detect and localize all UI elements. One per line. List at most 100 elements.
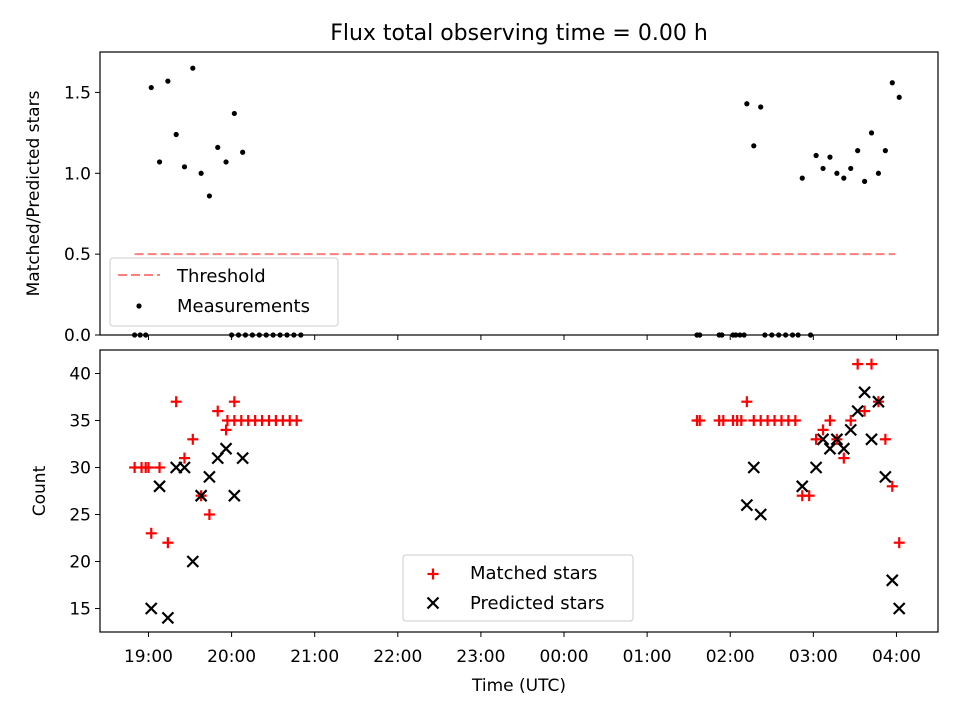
measurement-point [834,170,840,176]
y-tick-label: 1.5 [64,83,91,103]
cross-b [837,442,851,455]
measurement-point [741,332,747,338]
measurement-point [868,130,875,136]
axes-frame [99,51,939,336]
y-axis-label: Count [30,465,50,516]
measurement-point [733,332,739,338]
legend-measurement-swatch [136,303,142,309]
measurement-point [813,152,819,159]
measurement-point [228,332,235,338]
cross-b [426,596,440,610]
matched-star-point [893,537,905,549]
legend-predicted-swatch [426,596,440,610]
measurement-point [249,332,255,338]
predicted-star-point [837,442,851,455]
cross-b [194,489,208,502]
measurement-point [137,332,143,338]
cross-b [886,574,899,587]
measurement-point [148,84,154,91]
predicted-star-point [194,489,208,502]
matched-star-point [859,405,871,417]
matched-star-point [789,415,801,426]
legend-frame [402,554,634,622]
measurement-point [783,332,789,338]
matched-star-point [866,358,878,370]
predicted-star-point [144,602,158,615]
predicted-star-point [823,442,837,455]
matched-star-point [291,415,303,426]
predicted-star-point [892,602,906,615]
predicted-star-point [872,395,885,408]
predicted-star-point [830,433,844,446]
matched-star-point [741,396,753,408]
legend-matched-label: Matched stars [470,563,597,584]
matched-star-point [817,424,829,436]
measurement-point [291,332,297,338]
measurement-point [807,332,814,338]
cross-b [872,395,885,408]
measurement-point [776,332,782,338]
predicted-star-point [754,508,767,521]
cross-b [816,433,830,446]
cross-b [747,461,761,474]
cross-b [186,555,200,568]
x-tick-label: 01:00 [623,647,672,667]
measurement-point [896,94,902,100]
cross-b [858,386,871,399]
matched-star-point [140,462,152,473]
legend-matched-swatch [427,568,439,580]
matched-star-point [879,433,891,445]
cross-b [178,461,191,474]
cross-b [830,433,844,446]
predicted-star-point [795,480,809,493]
matched-star-point [838,452,850,464]
cross-b [740,498,754,512]
predicted-star-point [851,404,864,418]
matched-star-point [228,396,240,408]
y-axis-label: Matched/Predicted stars [24,90,44,296]
predicted-star-point [816,433,830,446]
x-tick-label: 22:00 [373,647,422,667]
measurement-point [190,65,196,71]
matched-star-point [212,405,224,417]
matched-star-point [145,527,157,539]
measurement-point [820,165,826,172]
cross-b [865,433,878,446]
matched-star-point [203,509,215,520]
measurement-point [875,170,882,176]
predicted-star-point [844,423,858,437]
legend: Matched stars Predicted stars [402,554,634,622]
predicted-star-point [178,461,191,474]
measurement-point [769,332,775,338]
measurement-point [256,332,262,338]
predicted-star-point [809,461,823,474]
measurement-point [181,164,188,170]
predicted-star-point [858,386,871,399]
matched-star-point [852,358,864,370]
measurement-point [143,332,149,338]
legend-predicted-label: Predicted stars [470,593,604,614]
measurement-point [795,332,801,338]
measurement-point [882,148,888,154]
measurement-point [132,332,138,338]
measurement-point [277,332,283,338]
predicted-star-point [236,451,249,465]
measurement-point [841,175,847,181]
cross-b [144,602,158,615]
measurement-point [156,159,163,165]
measurement-point [263,332,269,338]
matched-star-point [170,396,182,408]
y-tick-label: 0.0 [64,326,91,346]
x-tick-label: 21:00 [290,647,339,667]
predicted-star-point [153,480,166,493]
measurement-point [848,165,854,172]
y-tick-label: 0.5 [64,245,91,265]
cross-b [236,451,249,465]
legend: Threshold Measurements [109,257,339,327]
measurement-point [827,154,833,160]
matched-star-point [220,424,232,436]
matched-star-point [187,433,199,445]
predicted-star-point [228,489,241,502]
y-tick-label: 35 [69,412,91,432]
